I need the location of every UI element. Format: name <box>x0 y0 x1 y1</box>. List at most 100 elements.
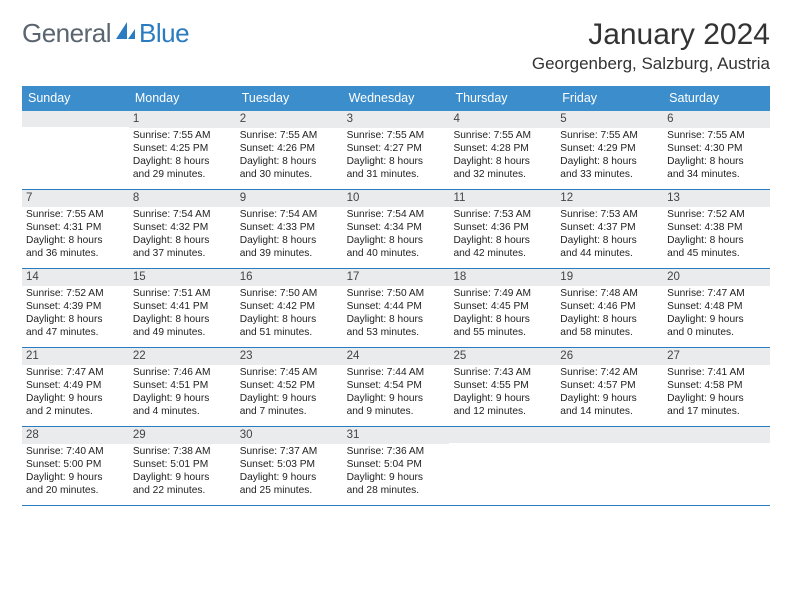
day-number: 21 <box>22 348 129 365</box>
daylight2-text: and 12 minutes. <box>453 406 552 419</box>
daylight1-text: Daylight: 8 hours <box>453 314 552 327</box>
daylight1-text: Daylight: 9 hours <box>667 314 766 327</box>
sunrise-text: Sunrise: 7:54 AM <box>240 209 339 222</box>
daylight2-text: and 42 minutes. <box>453 248 552 261</box>
daylight2-text: and 22 minutes. <box>133 485 232 498</box>
daylight1-text: Daylight: 8 hours <box>240 156 339 169</box>
calendar-cell: 23Sunrise: 7:45 AMSunset: 4:52 PMDayligh… <box>236 348 343 426</box>
sunrise-text: Sunrise: 7:48 AM <box>560 288 659 301</box>
daylight1-text: Daylight: 8 hours <box>453 156 552 169</box>
calendar-cell <box>663 427 770 505</box>
calendar-cell: 5Sunrise: 7:55 AMSunset: 4:29 PMDaylight… <box>556 111 663 189</box>
sunset-text: Sunset: 4:41 PM <box>133 301 232 314</box>
weeks-container: 1Sunrise: 7:55 AMSunset: 4:25 PMDaylight… <box>22 111 770 506</box>
daylight2-text: and 17 minutes. <box>667 406 766 419</box>
day-number: 30 <box>236 427 343 444</box>
daylight2-text: and 36 minutes. <box>26 248 125 261</box>
sunrise-text: Sunrise: 7:53 AM <box>453 209 552 222</box>
day-number-bar <box>449 427 556 443</box>
day-number: 5 <box>556 111 663 128</box>
day-number: 1 <box>129 111 236 128</box>
day-header: Wednesday <box>343 86 450 111</box>
calendar-cell: 8Sunrise: 7:54 AMSunset: 4:32 PMDaylight… <box>129 190 236 268</box>
sunrise-text: Sunrise: 7:55 AM <box>133 130 232 143</box>
logo-word1: General <box>22 18 111 49</box>
cell-body: Sunrise: 7:48 AMSunset: 4:46 PMDaylight:… <box>556 286 663 343</box>
calendar-cell: 21Sunrise: 7:47 AMSunset: 4:49 PMDayligh… <box>22 348 129 426</box>
daylight2-text: and 44 minutes. <box>560 248 659 261</box>
week-row: 14Sunrise: 7:52 AMSunset: 4:39 PMDayligh… <box>22 269 770 348</box>
cell-body: Sunrise: 7:49 AMSunset: 4:45 PMDaylight:… <box>449 286 556 343</box>
daylight1-text: Daylight: 8 hours <box>347 235 446 248</box>
day-number: 7 <box>22 190 129 207</box>
sunrise-text: Sunrise: 7:40 AM <box>26 446 125 459</box>
calendar-cell: 12Sunrise: 7:53 AMSunset: 4:37 PMDayligh… <box>556 190 663 268</box>
cell-body: Sunrise: 7:40 AMSunset: 5:00 PMDaylight:… <box>22 444 129 501</box>
header: General Blue January 2024 Georgenberg, S… <box>22 18 770 74</box>
sunset-text: Sunset: 4:49 PM <box>26 380 125 393</box>
day-number: 20 <box>663 269 770 286</box>
calendar-cell <box>449 427 556 505</box>
daylight1-text: Daylight: 8 hours <box>560 235 659 248</box>
day-number: 13 <box>663 190 770 207</box>
cell-body: Sunrise: 7:42 AMSunset: 4:57 PMDaylight:… <box>556 365 663 422</box>
week-row: 7Sunrise: 7:55 AMSunset: 4:31 PMDaylight… <box>22 190 770 269</box>
cell-body: Sunrise: 7:47 AMSunset: 4:49 PMDaylight:… <box>22 365 129 422</box>
cell-body: Sunrise: 7:54 AMSunset: 4:32 PMDaylight:… <box>129 207 236 264</box>
day-header: Saturday <box>663 86 770 111</box>
sunrise-text: Sunrise: 7:49 AM <box>453 288 552 301</box>
sunset-text: Sunset: 4:28 PM <box>453 143 552 156</box>
sunset-text: Sunset: 4:32 PM <box>133 222 232 235</box>
sunset-text: Sunset: 4:55 PM <box>453 380 552 393</box>
cell-body: Sunrise: 7:55 AMSunset: 4:31 PMDaylight:… <box>22 207 129 264</box>
cell-body: Sunrise: 7:54 AMSunset: 4:34 PMDaylight:… <box>343 207 450 264</box>
sunrise-text: Sunrise: 7:53 AM <box>560 209 659 222</box>
logo-word2: Blue <box>139 18 189 49</box>
daylight1-text: Daylight: 9 hours <box>240 393 339 406</box>
cell-body: Sunrise: 7:45 AMSunset: 4:52 PMDaylight:… <box>236 365 343 422</box>
sunset-text: Sunset: 4:51 PM <box>133 380 232 393</box>
sunrise-text: Sunrise: 7:52 AM <box>667 209 766 222</box>
sunrise-text: Sunrise: 7:51 AM <box>133 288 232 301</box>
daylight1-text: Daylight: 8 hours <box>133 314 232 327</box>
week-row: 21Sunrise: 7:47 AMSunset: 4:49 PMDayligh… <box>22 348 770 427</box>
day-number: 6 <box>663 111 770 128</box>
sunset-text: Sunset: 4:44 PM <box>347 301 446 314</box>
calendar-cell: 19Sunrise: 7:48 AMSunset: 4:46 PMDayligh… <box>556 269 663 347</box>
day-header: Tuesday <box>236 86 343 111</box>
sunset-text: Sunset: 4:37 PM <box>560 222 659 235</box>
daylight1-text: Daylight: 8 hours <box>347 314 446 327</box>
sunset-text: Sunset: 5:04 PM <box>347 459 446 472</box>
sunset-text: Sunset: 5:01 PM <box>133 459 232 472</box>
calendar-cell: 29Sunrise: 7:38 AMSunset: 5:01 PMDayligh… <box>129 427 236 505</box>
cell-body: Sunrise: 7:43 AMSunset: 4:55 PMDaylight:… <box>449 365 556 422</box>
sunset-text: Sunset: 5:00 PM <box>26 459 125 472</box>
day-number: 19 <box>556 269 663 286</box>
calendar-cell: 31Sunrise: 7:36 AMSunset: 5:04 PMDayligh… <box>343 427 450 505</box>
sunset-text: Sunset: 4:48 PM <box>667 301 766 314</box>
day-number: 11 <box>449 190 556 207</box>
daylight1-text: Daylight: 8 hours <box>560 156 659 169</box>
sunrise-text: Sunrise: 7:55 AM <box>560 130 659 143</box>
daylight1-text: Daylight: 8 hours <box>560 314 659 327</box>
sunrise-text: Sunrise: 7:55 AM <box>240 130 339 143</box>
calendar-cell: 16Sunrise: 7:50 AMSunset: 4:42 PMDayligh… <box>236 269 343 347</box>
daylight1-text: Daylight: 8 hours <box>133 235 232 248</box>
day-header-row: SundayMondayTuesdayWednesdayThursdayFrid… <box>22 86 770 111</box>
calendar-cell: 14Sunrise: 7:52 AMSunset: 4:39 PMDayligh… <box>22 269 129 347</box>
calendar-cell: 28Sunrise: 7:40 AMSunset: 5:00 PMDayligh… <box>22 427 129 505</box>
sunset-text: Sunset: 4:33 PM <box>240 222 339 235</box>
daylight1-text: Daylight: 9 hours <box>26 393 125 406</box>
daylight2-text: and 2 minutes. <box>26 406 125 419</box>
daylight1-text: Daylight: 9 hours <box>453 393 552 406</box>
sunset-text: Sunset: 4:31 PM <box>26 222 125 235</box>
calendar-cell: 10Sunrise: 7:54 AMSunset: 4:34 PMDayligh… <box>343 190 450 268</box>
day-number-bar <box>22 111 129 127</box>
calendar-cell <box>556 427 663 505</box>
day-number: 25 <box>449 348 556 365</box>
daylight2-text: and 55 minutes. <box>453 327 552 340</box>
sunrise-text: Sunrise: 7:54 AM <box>133 209 232 222</box>
day-number: 3 <box>343 111 450 128</box>
cell-body: Sunrise: 7:55 AMSunset: 4:30 PMDaylight:… <box>663 128 770 185</box>
daylight2-text: and 30 minutes. <box>240 169 339 182</box>
